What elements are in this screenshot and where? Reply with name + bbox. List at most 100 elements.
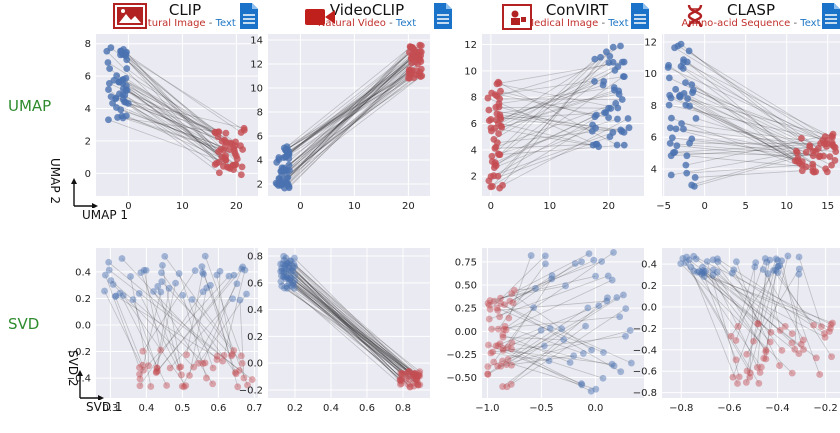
point-red [499,357,506,365]
pair-line [753,260,778,342]
point-blue [619,73,627,80]
point-red [490,358,498,366]
point-blue [290,284,298,292]
y-tick-label: 8 [257,108,263,119]
point-blue [105,116,112,124]
point-blue [592,385,600,393]
pair-line [735,258,766,341]
point-blue [666,91,674,99]
pair-line [495,305,599,347]
point-blue [776,262,784,270]
pair-line [186,272,204,355]
pair-line [489,255,546,310]
point-blue [709,256,717,264]
x-tick-label: 15 [821,201,834,212]
point-blue [282,261,290,268]
plot-area [482,34,644,196]
point-blue [165,284,173,292]
point-blue [627,359,635,367]
point-red [823,140,830,148]
point-red [238,163,246,171]
pair-line [288,283,419,376]
point-blue [285,264,293,271]
point-blue [778,257,786,265]
point-red [412,373,420,381]
point-blue [772,266,780,274]
point-blue [683,152,691,160]
pair-line [502,118,629,186]
y-tick-label: 0.50 [455,281,477,292]
pair-line [108,119,234,166]
pair-line [773,270,814,326]
point-blue [280,252,288,260]
point-red [396,375,404,383]
point-blue [604,294,611,302]
pair-line [703,272,831,329]
point-red [234,383,242,391]
point-red [494,342,502,349]
point-blue [591,113,599,121]
point-blue [537,326,545,334]
y-tick-label: 12 [250,60,263,71]
point-red [508,345,515,353]
pair-line [287,47,413,185]
point-blue [101,287,108,295]
point-blue [280,268,288,276]
pair-line [284,73,412,149]
point-red [489,182,496,190]
point-blue [774,256,782,264]
modality-label: Natural Image - Text [110,18,260,30]
pair-line [281,285,409,373]
pair-line [683,59,831,157]
point-red [492,342,500,350]
pair-line [162,265,182,367]
pair-line [679,94,816,152]
axis-arrows-svd [77,370,104,400]
pair-line [499,263,576,318]
point-blue [774,263,781,271]
pair-line [493,307,534,363]
point-red [504,343,512,351]
point-red [792,147,800,155]
point-blue [713,255,721,263]
y-tick-label: 0.75 [455,257,477,268]
x-tick-label: 10 [543,201,556,212]
pair-line [278,62,412,160]
point-red [237,171,245,179]
point-blue [106,65,114,73]
pair-line [125,53,242,133]
point-blue [282,275,290,282]
pair-line [122,54,217,164]
point-red [238,359,246,367]
point-blue [702,267,710,275]
point-blue [774,269,782,276]
point-blue [766,256,774,264]
point-blue [682,259,690,266]
point-blue [238,265,246,273]
point-red [493,110,501,118]
point-blue [548,272,556,279]
point-blue [101,271,109,279]
point-blue [291,277,299,285]
modality-b: Text [395,18,417,29]
point-blue [546,324,554,332]
point-blue [616,313,624,321]
point-red [508,290,516,298]
pair-line [281,267,419,386]
point-red [244,381,251,389]
point-blue [273,158,281,166]
point-red [237,142,244,150]
point-blue [667,171,675,179]
pair-line [284,58,420,189]
pair-line [736,261,758,324]
point-blue [598,258,606,265]
point-red [230,347,238,354]
pair-line [488,136,611,182]
pair-line [285,55,420,172]
point-red [232,370,240,378]
pair-line [281,70,417,182]
point-red [788,339,796,347]
point-red [416,381,424,389]
point-red [791,345,799,353]
point-red [494,172,502,180]
